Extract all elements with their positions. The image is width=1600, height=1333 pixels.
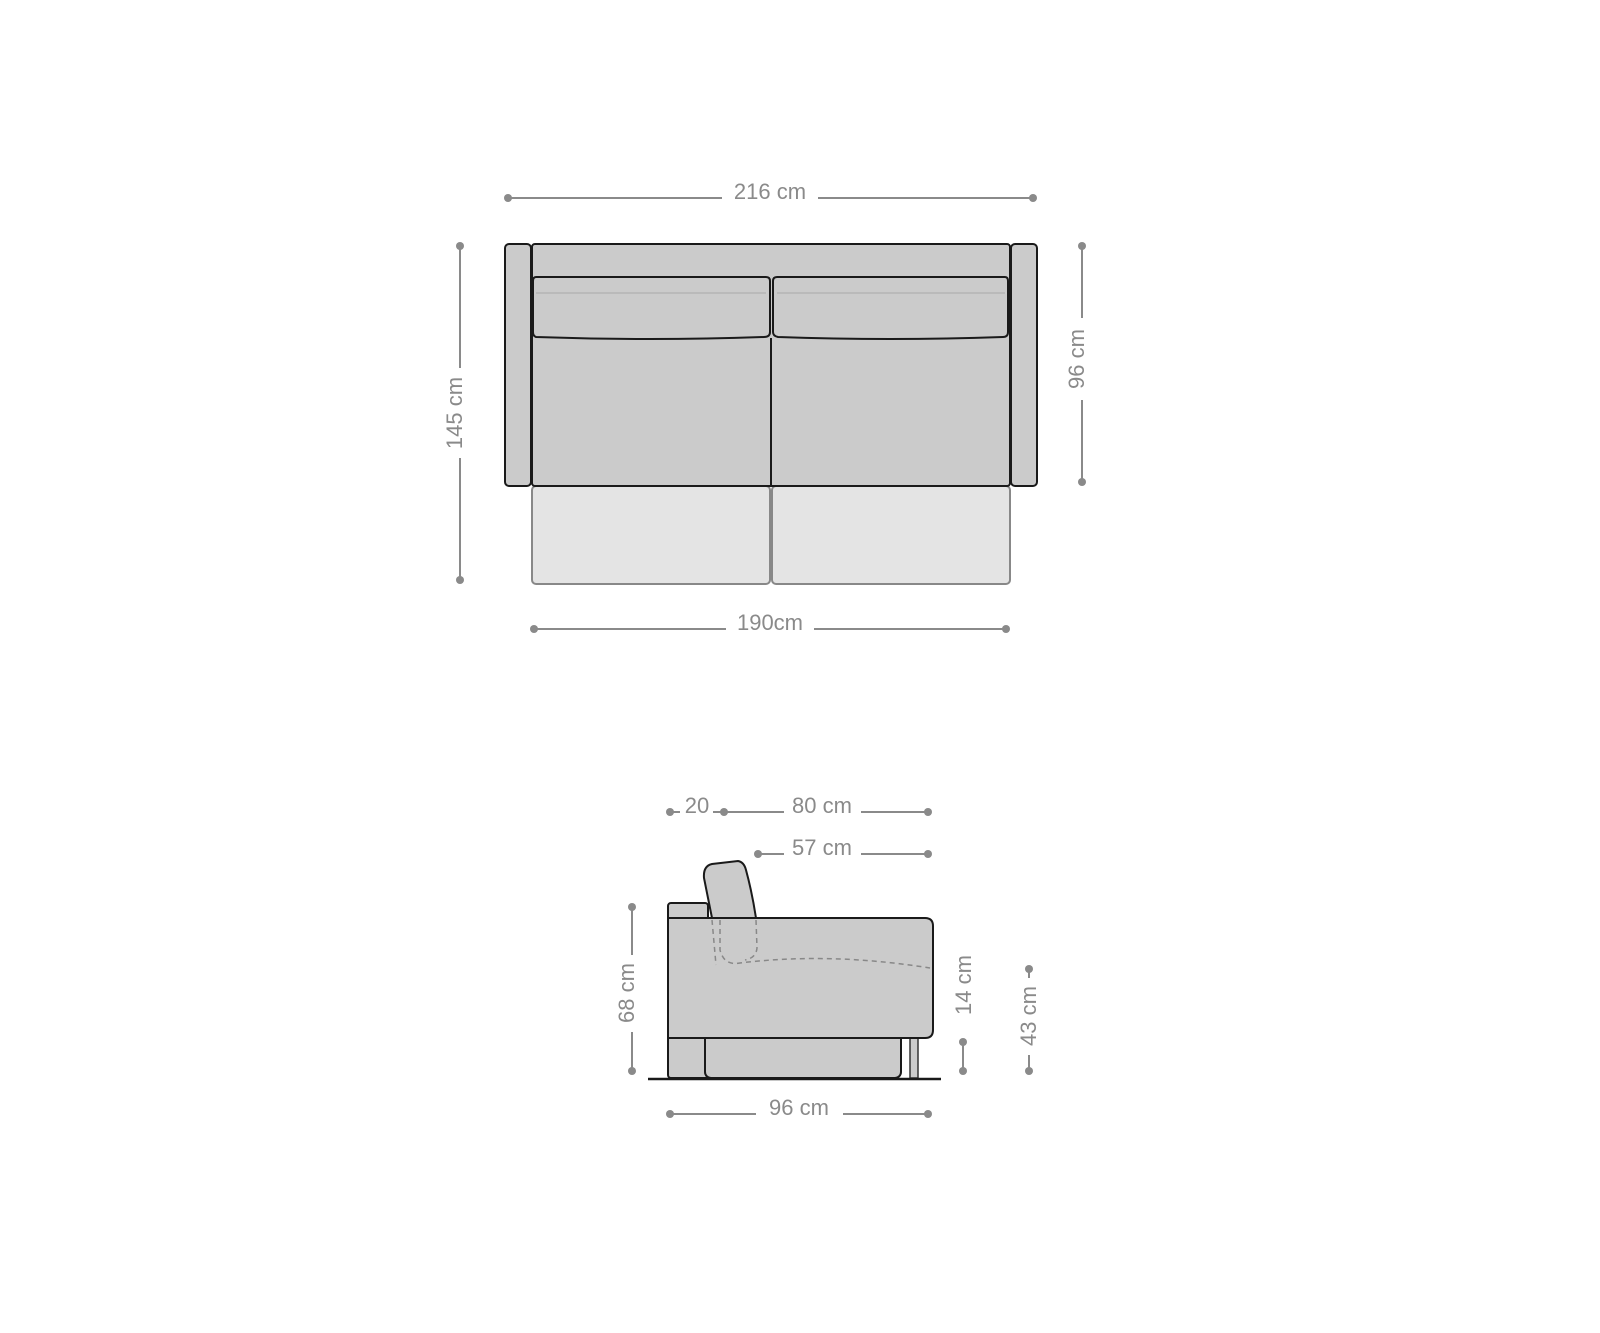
dimension-seat-back-depth: 80 cm [720, 793, 932, 818]
label-57: 57 cm [792, 835, 852, 860]
side-body [667, 917, 934, 1039]
side-view [648, 859, 941, 1081]
dimension-seat-depth: 57 cm [754, 835, 932, 860]
right-armrest [1010, 243, 1038, 487]
dimension-depth: 96 cm [1064, 242, 1089, 486]
headrest [702, 859, 758, 919]
dimension-cushion-thickness: 14 cm [951, 955, 976, 1075]
leg [909, 1035, 919, 1079]
hidden-headrest-outline-back [711, 919, 717, 966]
bed-extension-right [771, 485, 1011, 585]
dimension-side-depth: 96 cm [666, 1095, 932, 1120]
label-80: 80 cm [792, 793, 852, 818]
label-96-side: 96 cm [769, 1095, 829, 1120]
dimension-seat-height: 43 cm [1016, 965, 1041, 1075]
label-20: 20 [685, 793, 709, 818]
bed-extension-left [531, 485, 771, 585]
dimension-extended-depth: 145 cm [442, 242, 467, 584]
hidden-headrest-outline-front [744, 919, 758, 961]
dimension-height: 68 cm [614, 903, 639, 1075]
dimension-overall-width: 216 cm [504, 179, 1037, 204]
back-cushion-right [772, 276, 1009, 340]
dimension-arm-depth: 20 [666, 793, 724, 818]
label-145: 145 cm [442, 377, 467, 449]
label-216: 216 cm [734, 179, 806, 204]
dimension-inner-width: 190cm [530, 610, 1010, 635]
label-190: 190cm [737, 610, 803, 635]
label-68: 68 cm [614, 963, 639, 1023]
hidden-cushion-outline [719, 920, 931, 969]
label-14: 14 cm [951, 955, 976, 1015]
top-view [504, 243, 1038, 585]
left-armrest [504, 243, 532, 487]
back-cushion-left [532, 276, 771, 340]
label-96-top: 96 cm [1064, 329, 1089, 389]
label-43: 43 cm [1016, 986, 1041, 1046]
